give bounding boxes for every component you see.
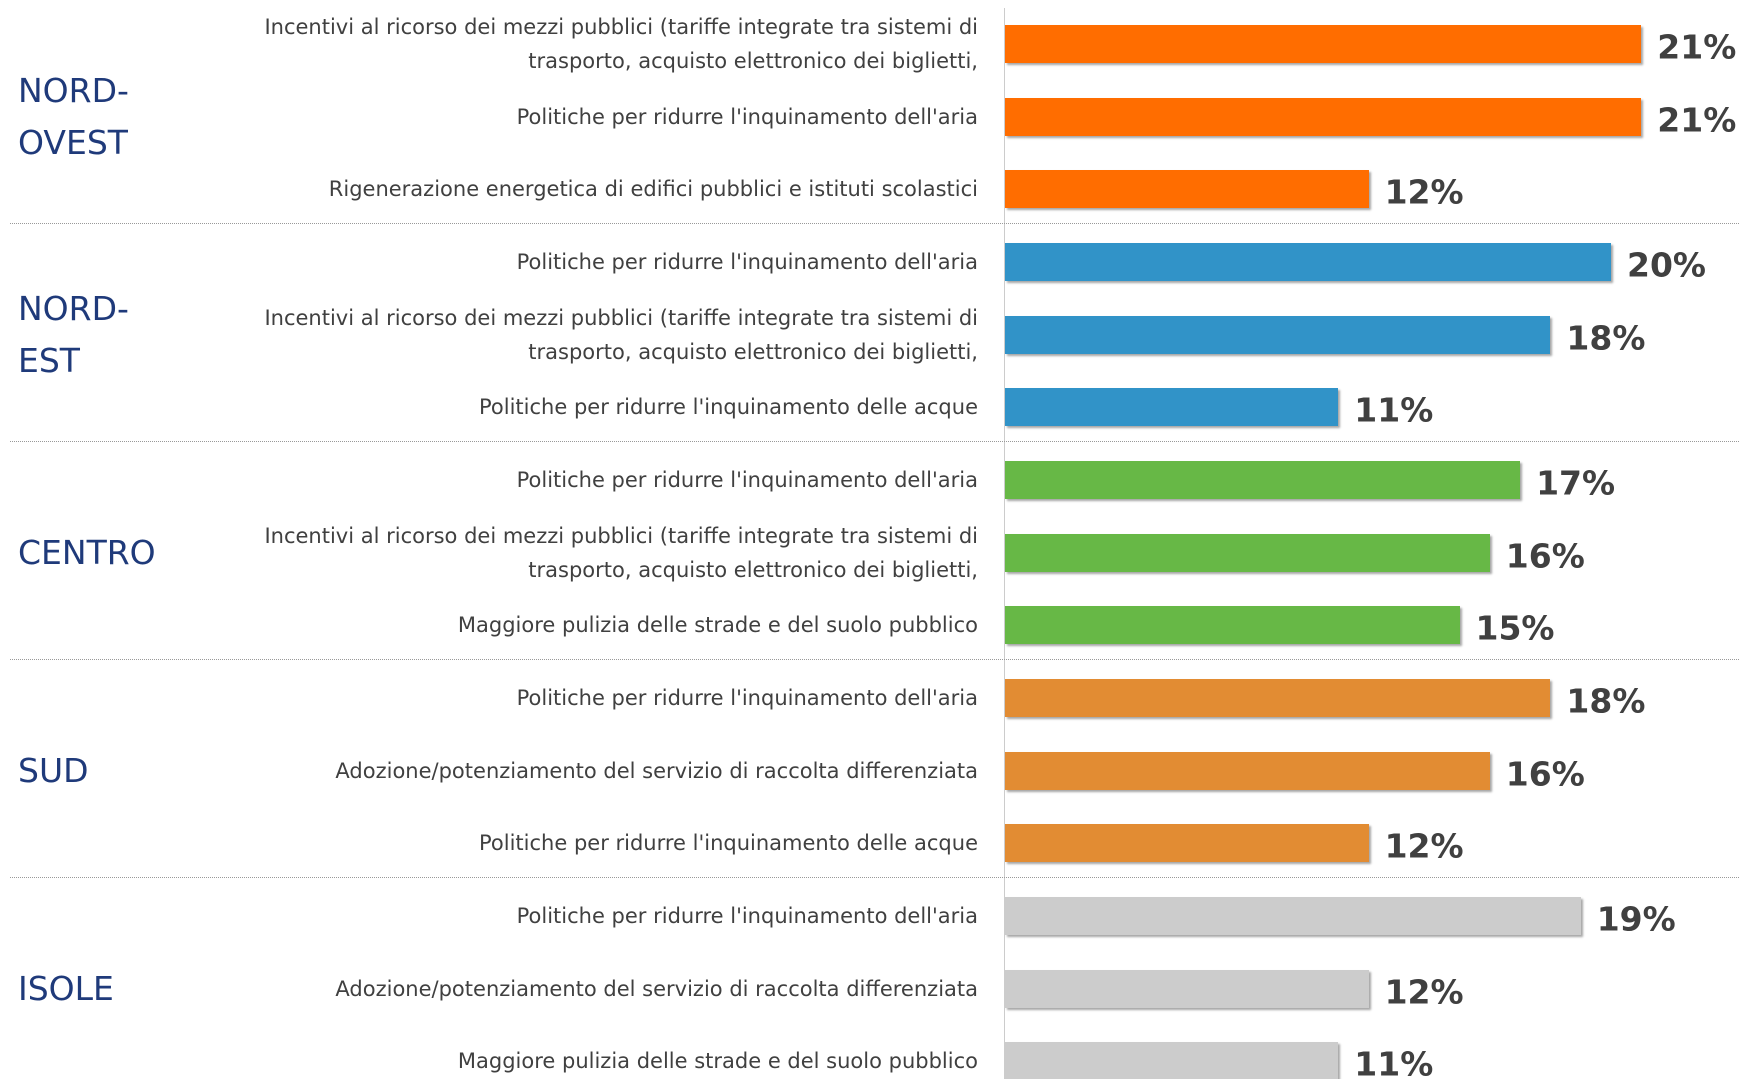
separator: [10, 222, 1739, 224]
category-label: Politiche per ridurre l'inquinamento del…: [479, 831, 978, 856]
bar: [1005, 751, 1490, 790]
bar: [1005, 243, 1611, 281]
separator: [10, 658, 1739, 660]
bar: [1005, 315, 1551, 354]
category-label: Politiche per ridurre l'inquinamento del…: [516, 104, 978, 129]
category-label: Incentivi al ricorso dei mezzi pubblici …: [264, 15, 978, 73]
value-label: 18%: [1566, 681, 1646, 721]
group-label: ISOLE: [18, 968, 114, 1008]
value-label: 11%: [1354, 390, 1434, 430]
value-label: 17%: [1536, 463, 1616, 503]
bar: [1005, 679, 1551, 717]
value-label: 11%: [1354, 1044, 1434, 1079]
category-label: Incentivi al ricorso dei mezzi pubblici …: [264, 305, 978, 364]
category-label: Politiche per ridurre l'inquinamento del…: [479, 395, 978, 420]
category-label: Politiche per ridurre l'inquinamento del…: [516, 250, 978, 274]
bar: [1005, 97, 1642, 136]
category-label: Adozione/potenziamento del servizio di r…: [335, 758, 978, 783]
separator: [10, 440, 1739, 442]
bar: [1005, 388, 1339, 427]
bar: [1005, 824, 1369, 863]
axis-line: [1004, 8, 1005, 1079]
value-label: 21%: [1657, 27, 1737, 67]
group-label: SUD: [18, 750, 89, 790]
category-label: Incentivi al ricorso dei mezzi pubblici …: [264, 523, 978, 582]
category-label: Politiche per ridurre l'inquinamento del…: [516, 686, 978, 710]
category-label: Rigenerazione energetica di edifici pubb…: [328, 177, 978, 202]
category-label: Adozione/potenziamento del servizio di r…: [335, 976, 978, 1001]
value-label: 19%: [1596, 899, 1676, 939]
value-label: 18%: [1566, 318, 1646, 358]
value-label: 20%: [1627, 245, 1706, 285]
bar: [1005, 25, 1642, 63]
bar: [1005, 461, 1521, 499]
category-label: Politiche per ridurre l'inquinamento del…: [516, 468, 978, 492]
value-label: 21%: [1657, 100, 1737, 140]
bar: [1005, 533, 1490, 572]
group-label: NORD- OVEST: [18, 70, 129, 162]
value-label: 16%: [1505, 754, 1585, 794]
value-label: 12%: [1384, 172, 1464, 212]
value-label: 16%: [1505, 536, 1585, 576]
value-label: 12%: [1384, 826, 1464, 866]
category-label: Politiche per ridurre l'inquinamento del…: [516, 904, 978, 928]
value-label: 15%: [1475, 608, 1555, 648]
bar: [1005, 606, 1460, 645]
group-label: NORD- EST: [18, 288, 129, 380]
bar: [1005, 1042, 1339, 1079]
bar: [1005, 969, 1369, 1008]
category-label: Maggiore pulizia delle strade e del suol…: [457, 613, 978, 638]
category-label: Maggiore pulizia delle strade e del suol…: [457, 1049, 978, 1074]
bar: [1005, 897, 1581, 935]
group-label: CENTRO: [18, 532, 156, 572]
separator: [10, 876, 1739, 878]
value-label: 12%: [1384, 972, 1464, 1012]
bar: [1005, 170, 1369, 209]
